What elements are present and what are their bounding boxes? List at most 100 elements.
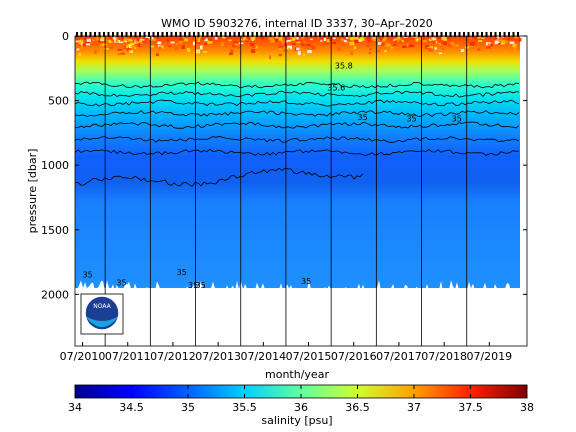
surface-speckle [258,38,262,43]
surface-speckle [134,38,137,43]
surface-speckle [405,36,409,38]
surface-speckle [236,36,239,40]
surface-speckle [514,46,518,49]
surface-speckle [503,51,507,54]
surface-speckle [496,36,500,40]
surface-speckle [474,36,478,40]
surface-speckle [323,37,326,42]
contour-line [75,81,520,89]
salinity-contours [75,81,520,188]
surface-speckle [176,40,179,43]
surface-speckle [250,36,256,40]
surface-speckle [203,42,208,45]
contour-label: 35 [406,114,416,123]
surface-speckle [375,40,380,43]
x-tick-label: 07/2017 [376,350,422,363]
surface-speckle [447,44,453,48]
surface-speckle [233,41,238,44]
surface-speckle [283,39,286,42]
surface-speckle [473,40,477,44]
surface-speckle [380,42,385,46]
surface-speckle [155,53,159,57]
surface-speckle [92,39,95,42]
surface-speckle [495,41,500,44]
surface-speckle [318,36,324,39]
surface-speckle [434,39,437,44]
y-tick-label: 500 [48,95,69,108]
surface-speckle [151,37,157,40]
surface-speckle [460,49,465,52]
surface-speckle [301,36,304,39]
surface-speckle [214,36,218,40]
surface-speckle [516,36,520,38]
surface-speckle [303,41,306,44]
surface-speckle [332,42,337,44]
surface-speckle [342,42,347,44]
year-marker-lines [104,36,468,346]
surface-speckle [278,37,283,41]
profile-bottom-gap [521,36,527,346]
surface-speckle [91,36,96,39]
surface-speckle [392,46,397,48]
surface-speckle [160,45,164,49]
surface-speckle [123,39,128,42]
surface-speckle [78,43,83,46]
y-axis-label: pressure [dbar] [26,149,39,234]
surface-speckle [298,39,302,41]
surface-speckle [438,52,442,54]
contour-label: 35 [196,281,206,290]
surface-speckle [385,43,391,47]
colorbar-tick-label: 34 [68,401,82,414]
x-tick-label: 07/2015 [286,350,332,363]
surface-speckle [77,39,80,41]
surface-speckle [307,50,312,54]
surface-speckle [140,38,145,41]
surface-speckle [93,50,97,54]
surface-speckle [154,36,159,39]
surface-speckle [76,48,80,51]
surface-speckle [117,53,122,55]
surface-speckle [142,40,147,44]
colorbar-tick-label: 37 [407,401,421,414]
contour-label: 35 [452,114,462,123]
surface-speckle [396,36,401,39]
surface-speckle [406,43,409,46]
surface-speckle [405,38,408,42]
surface-speckle [381,38,386,42]
surface-speckle [296,47,300,51]
surface-speckle [100,38,104,42]
colorbar-ticks: 34 34.5 35 35.5 36 36.5 37 37.5 38 [68,385,534,414]
colorbar-label: salinity [psu] [261,414,332,427]
surface-speckle [150,45,155,48]
surface-speckle [500,42,505,45]
surface-speckle [190,39,195,42]
surface-speckle [83,37,89,41]
surface-speckle [384,50,387,53]
surface-speckle [223,43,228,48]
surface-speckle [239,42,244,45]
surface-speckle [302,54,305,57]
surface-speckle [166,39,169,42]
surface-speckle [363,36,366,39]
surface-speckle [270,40,275,43]
surface-speckle [110,40,116,43]
surface-speckle [274,36,279,40]
surface-speckle [477,37,481,39]
surface-speckle [85,43,91,46]
surface-speckle [154,42,157,47]
surface-speckle [95,37,99,41]
surface-speckle [228,52,233,56]
surface-speckle [375,36,380,39]
surface-speckle [104,48,110,50]
surface-speckle [201,37,206,40]
surface-speckle [345,54,350,56]
colorbar-tick-label: 36.5 [345,401,370,414]
surface-speckle [225,37,229,39]
surface-speckle [124,41,127,43]
surface-speckle [130,42,135,46]
surface-speckle [151,36,154,41]
surface-speckle [268,37,273,41]
surface-speckle [295,39,300,42]
surface-speckle [187,48,191,53]
surface-speckle [431,36,434,41]
